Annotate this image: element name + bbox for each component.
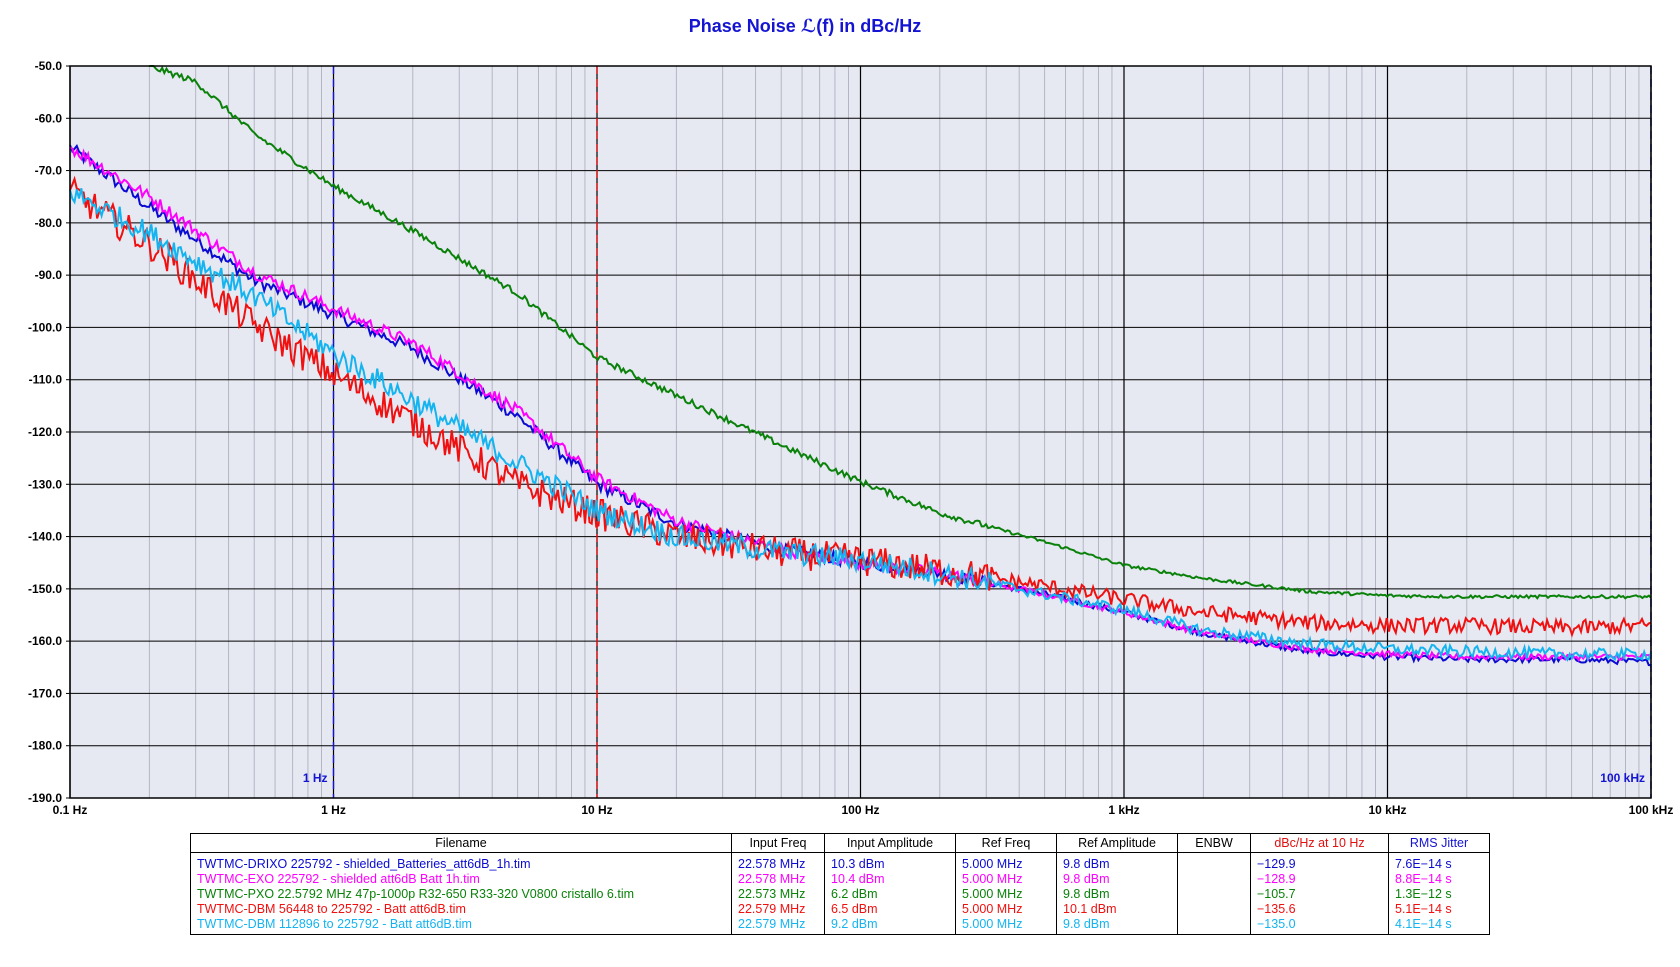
table-row: TWTMC-DRIXO 225792 - shielded_Batteries_… <box>190 852 1490 871</box>
table-cell: 5.000 MHz <box>955 916 1057 935</box>
y-tick-label: -90.0 <box>35 268 63 282</box>
table-cell: 6.2 dBm <box>824 886 956 901</box>
table-cell: 9.8 dBm <box>1056 871 1178 886</box>
y-tick-label: -120.0 <box>28 425 62 439</box>
table-cell: 1.3E−12 s <box>1388 886 1490 901</box>
table-cell: 22.579 MHz <box>731 901 825 916</box>
y-tick-label: -80.0 <box>35 216 63 230</box>
phase-noise-chart: 1 Hz 100 kHz -50.0 -60.0 -70.0 -80.0 -90.0 -10… <box>28 59 1674 817</box>
table-cell: 6.5 dBm <box>824 901 956 916</box>
table-cell: TWTMC-PXO 22.5792 MHz 47p-1000p R32-650 … <box>190 886 732 901</box>
table-cell: TWTMC-DBM 112896 to 225792 - Batt att6dB… <box>190 916 732 935</box>
table-cell: −105.7 <box>1250 886 1389 901</box>
table-cell: 9.8 dBm <box>1056 852 1178 871</box>
table-cell: 5.000 MHz <box>955 886 1057 901</box>
table-cell: TWTMC-DRIXO 225792 - shielded_Batteries_… <box>190 852 732 871</box>
table-cell: 5.000 MHz <box>955 871 1057 886</box>
column-header: RMS Jitter <box>1388 833 1490 853</box>
column-header: Ref Freq <box>955 833 1057 853</box>
y-tick-label: -190.0 <box>28 791 62 805</box>
series-lines <box>69 65 1652 667</box>
y-axis-ticks: -50.0 -60.0 -70.0 -80.0 -90.0 -100.0 -110.0 -12… <box>28 59 70 805</box>
table-cell: 22.579 MHz <box>731 916 825 935</box>
x-tick-label: 1 Hz <box>321 803 346 817</box>
y-tick-label: -170.0 <box>28 686 62 700</box>
x-tick-label: 10 Hz <box>581 803 612 817</box>
table-cell: 10.1 dBm <box>1056 901 1178 916</box>
y-tick-label: -130.0 <box>28 477 62 491</box>
table-cell <box>1177 886 1251 901</box>
column-header: Input Amplitude <box>824 833 956 853</box>
column-header: Input Freq <box>731 833 825 853</box>
table-cell: 5.000 MHz <box>955 901 1057 916</box>
y-tick-label: -180.0 <box>28 739 62 753</box>
x-tick-label: 0.1 Hz <box>53 803 88 817</box>
table-cell: 10.4 dBm <box>824 871 956 886</box>
table-cell <box>1177 901 1251 916</box>
column-header: ENBW <box>1177 833 1251 853</box>
table-cell: TWTMC-DBM 56448 to 225792 - Batt att6dB.… <box>190 901 732 916</box>
table-cell: 5.000 MHz <box>955 852 1057 871</box>
series-line <box>69 175 1652 638</box>
table-cell: 22.578 MHz <box>731 852 825 871</box>
x-tick-label: 100 Hz <box>841 803 879 817</box>
column-header: Ref Amplitude <box>1056 833 1178 853</box>
table-body: TWTMC-DRIXO 225792 - shielded_Batteries_… <box>190 852 1490 935</box>
table-cell: 9.8 dBm <box>1056 916 1178 935</box>
table-cell: 8.8E−14 s <box>1388 871 1490 886</box>
x-axis-ticks: 0.1 Hz 1 Hz 10 Hz 100 Hz 1 kHz 10 kHz 100 kHz <box>53 803 1674 817</box>
table-cell: 22.573 MHz <box>731 886 825 901</box>
y-tick-label: -110.0 <box>29 373 63 387</box>
table-cell: 9.8 dBm <box>1056 886 1178 901</box>
y-tick-label: -100.0 <box>28 320 62 334</box>
table-cell: −135.6 <box>1250 901 1389 916</box>
x-tick-label: 1 kHz <box>1108 803 1139 817</box>
table-cell <box>1177 871 1251 886</box>
table-row: TWTMC-DBM 56448 to 225792 - Batt att6dB.… <box>190 901 1490 916</box>
table-cell: 4.1E−14 s <box>1388 916 1490 935</box>
series-line <box>69 188 1652 662</box>
table-cell: 10.3 dBm <box>824 852 956 871</box>
y-tick-label: -150.0 <box>28 582 62 596</box>
y-tick-label: -140.0 <box>28 530 62 544</box>
measurement-table: Filename Input Freq Input Amplitude Ref Fre… <box>190 833 1490 935</box>
column-header: Filename <box>190 833 732 853</box>
y-tick-label: -50.0 <box>35 59 63 73</box>
table-cell: −129.9 <box>1250 852 1389 871</box>
series-line <box>149 65 1652 600</box>
table-row: TWTMC-EXO 225792 - shielded att6dB Batt … <box>190 871 1490 886</box>
y-tick-label: -70.0 <box>35 164 63 178</box>
table-header-row: Filename Input Freq Input Amplitude Ref Fre… <box>190 833 1490 853</box>
table-cell: TWTMC-EXO 225792 - shielded att6dB Batt … <box>190 871 732 886</box>
table-row: TWTMC-PXO 22.5792 MHz 47p-1000p R32-650 … <box>190 886 1490 901</box>
y-tick-label: -60.0 <box>35 111 63 125</box>
x-tick-label: 100 kHz <box>1629 803 1674 817</box>
table-cell: 5.1E−14 s <box>1388 901 1490 916</box>
table-cell: −135.0 <box>1250 916 1389 935</box>
table-cell: 7.6E−14 s <box>1388 852 1490 871</box>
table-cell: 22.578 MHz <box>731 871 825 886</box>
table-cell: −128.9 <box>1250 871 1389 886</box>
chart-title: Phase Noise ℒ(f) in dBc/Hz <box>688 16 922 36</box>
table-cell: 9.2 dBm <box>824 916 956 935</box>
x-tick-label: 10 kHz <box>1368 803 1406 817</box>
marker-label: 1 Hz <box>303 771 328 785</box>
y-tick-label: -160.0 <box>28 634 62 648</box>
table-row: TWTMC-DBM 112896 to 225792 - Batt att6dB… <box>190 916 1490 935</box>
table-cell <box>1177 852 1251 871</box>
table-cell <box>1177 916 1251 935</box>
marker-label: 100 kHz <box>1600 771 1645 785</box>
column-header: dBc/Hz at 10 Hz <box>1250 833 1389 853</box>
